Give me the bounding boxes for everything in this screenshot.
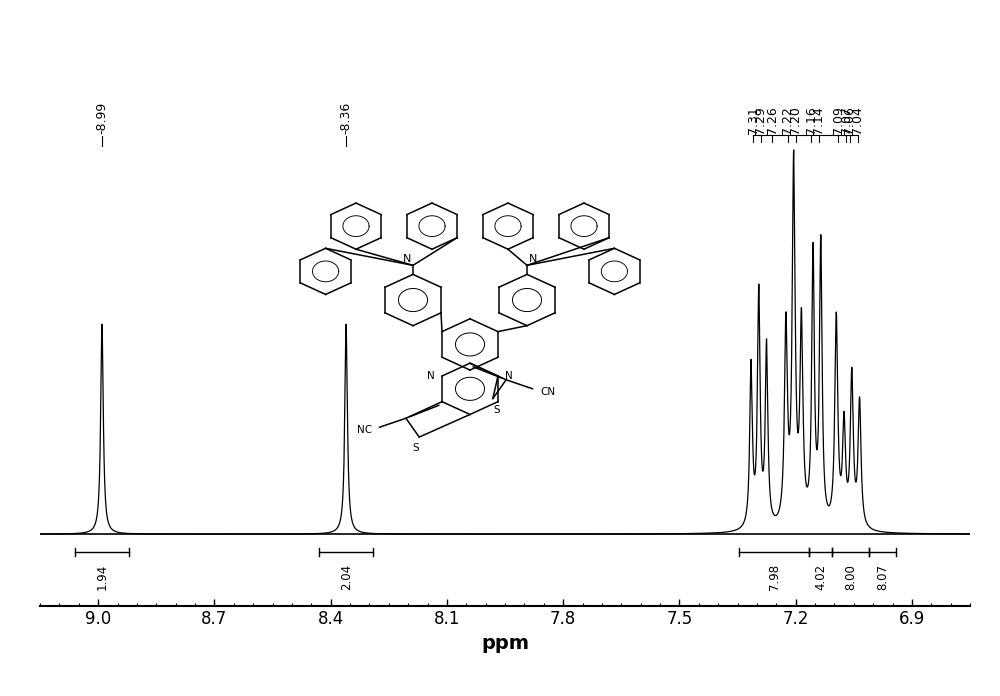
Text: 8.00: 8.00 bbox=[844, 564, 857, 590]
Text: 7.16: 7.16 bbox=[805, 106, 818, 134]
Text: N: N bbox=[529, 254, 537, 264]
Text: 7.29: 7.29 bbox=[754, 106, 767, 134]
X-axis label: ppm: ppm bbox=[481, 634, 529, 653]
Text: 7.98: 7.98 bbox=[768, 564, 781, 590]
Text: 7.04: 7.04 bbox=[851, 106, 864, 134]
Text: -8.99: -8.99 bbox=[96, 102, 109, 134]
Text: S: S bbox=[412, 443, 419, 453]
Text: CN: CN bbox=[540, 387, 555, 397]
Text: 7.26: 7.26 bbox=[766, 106, 779, 134]
Text: NC: NC bbox=[357, 425, 372, 435]
Text: N: N bbox=[505, 371, 513, 381]
Text: N: N bbox=[403, 254, 411, 264]
Text: 7.09: 7.09 bbox=[832, 106, 845, 134]
Text: 7.07: 7.07 bbox=[840, 106, 853, 134]
Text: 8.07: 8.07 bbox=[876, 564, 889, 590]
Text: 7.22: 7.22 bbox=[781, 106, 794, 134]
Text: 7.14: 7.14 bbox=[812, 106, 825, 134]
Text: 7.06: 7.06 bbox=[843, 106, 856, 134]
Text: 1.94: 1.94 bbox=[96, 564, 109, 590]
Text: 7.31: 7.31 bbox=[747, 106, 760, 134]
Text: 2.04: 2.04 bbox=[340, 564, 353, 590]
Text: 7.20: 7.20 bbox=[789, 106, 802, 134]
Text: -8.36: -8.36 bbox=[340, 102, 353, 134]
Text: S: S bbox=[493, 404, 500, 415]
Text: 4.02: 4.02 bbox=[814, 564, 827, 590]
Text: N: N bbox=[427, 371, 435, 381]
